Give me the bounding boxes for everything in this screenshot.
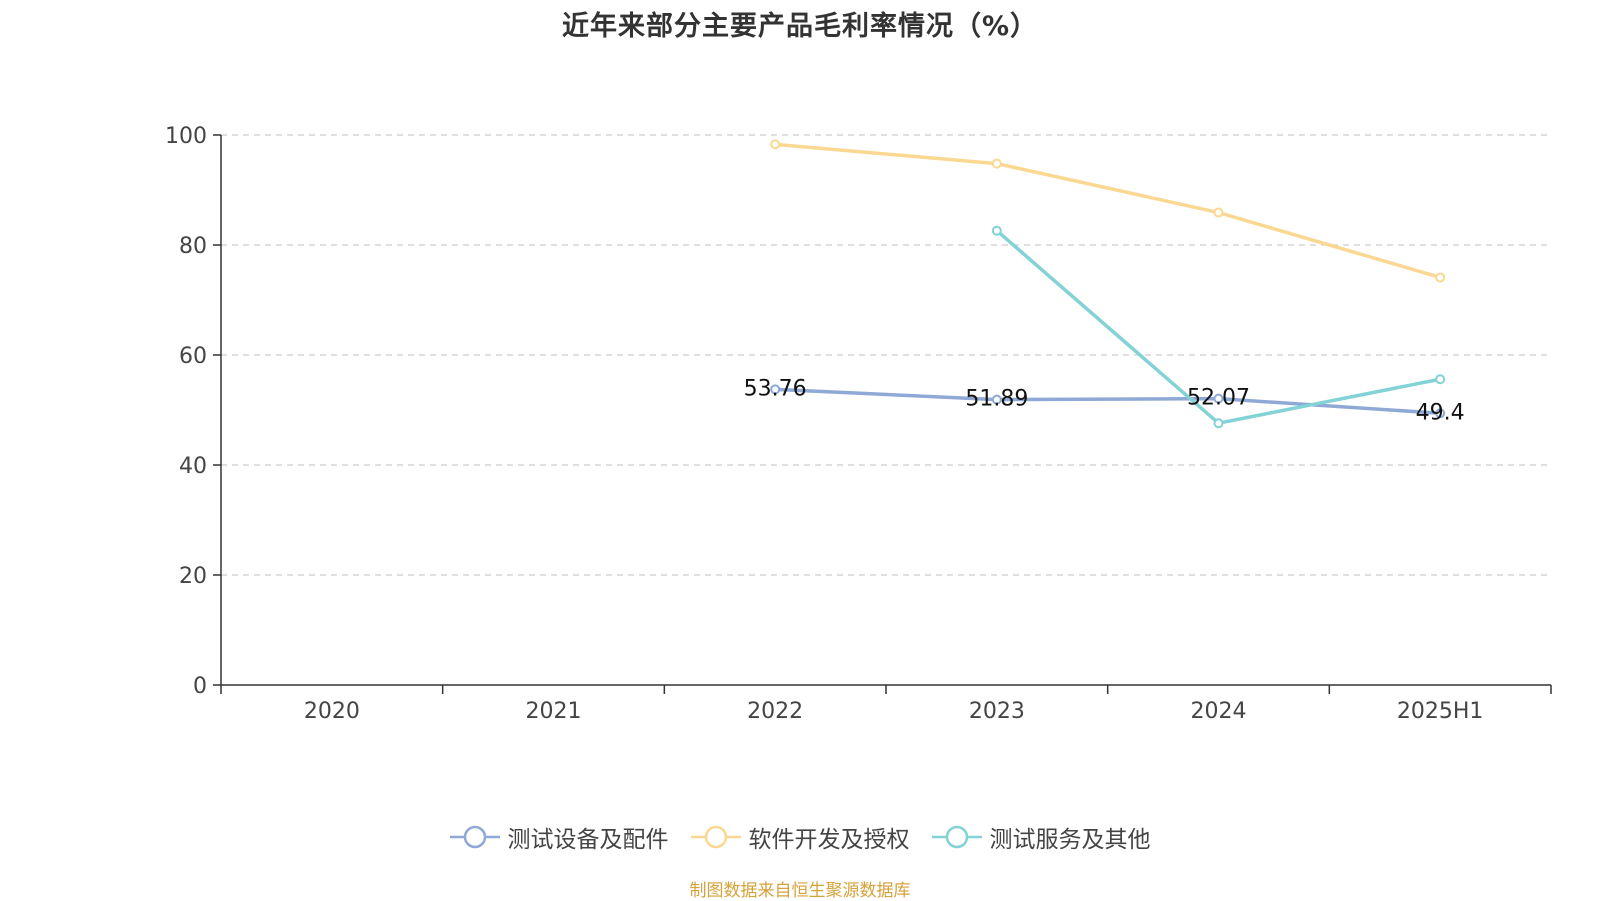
data-labels: 53.76 51.89 52.07 49.4 (744, 376, 1465, 425)
legend-label: 测试服务及其他 (989, 827, 1151, 853)
legend-item[interactable]: 测试设备及配件 (449, 820, 669, 854)
chart-legend: 测试设备及配件 软件开发及授权 测试服务及其他 (0, 820, 1600, 854)
data-point (991, 158, 1002, 169)
x-tick-label: 2025H1 (1397, 699, 1484, 724)
chart-axes: 0 20 40 60 80 100 2020 2021 2022 2023 2024 2025H1 (165, 124, 1552, 724)
grid-lines (221, 134, 1551, 576)
y-tick-label: 40 (179, 454, 207, 479)
data-point (770, 139, 781, 150)
data-point (1213, 207, 1224, 218)
y-tick-label: 80 (179, 234, 207, 259)
legend-label: 测试设备及配件 (507, 827, 669, 853)
legend-item[interactable]: 测试服务及其他 (931, 820, 1151, 854)
x-tick-label: 2021 (526, 699, 582, 724)
data-label: 51.89 (965, 387, 1028, 412)
data-point (991, 225, 1002, 236)
x-tick-label: 2020 (304, 699, 360, 724)
x-tick-label: 2022 (747, 699, 803, 724)
legend-line-circle-icon (449, 825, 500, 849)
y-tick-label: 0 (193, 674, 207, 699)
data-point (991, 394, 1002, 405)
chart-title: 近年来部分主要产品毛利率情况（%） (561, 11, 1039, 42)
data-label: 49.4 (1416, 400, 1465, 425)
chart-series (770, 139, 1446, 429)
legend-line-circle-icon (931, 825, 982, 849)
legend-item[interactable]: 软件开发及授权 (690, 820, 910, 854)
source-note: 制图数据来自恒生聚源数据库 (689, 881, 911, 901)
data-point (1435, 374, 1446, 385)
x-tick-label: 2024 (1191, 699, 1247, 724)
series-line (773, 142, 1442, 280)
data-point (1213, 393, 1224, 404)
y-tick-label: 100 (165, 124, 207, 149)
legend-line-circle-icon (690, 825, 741, 849)
y-tick-label: 60 (179, 344, 207, 369)
x-tick-label: 2023 (969, 699, 1025, 724)
series-line (773, 387, 1442, 416)
data-point (1435, 408, 1446, 419)
legend-label: 软件开发及授权 (748, 827, 910, 853)
data-label: 53.76 (744, 376, 807, 401)
data-point (1213, 418, 1224, 429)
data-point (770, 384, 781, 395)
data-label: 52.07 (1187, 386, 1250, 411)
data-point (1435, 272, 1446, 283)
y-tick-label: 20 (179, 564, 207, 589)
